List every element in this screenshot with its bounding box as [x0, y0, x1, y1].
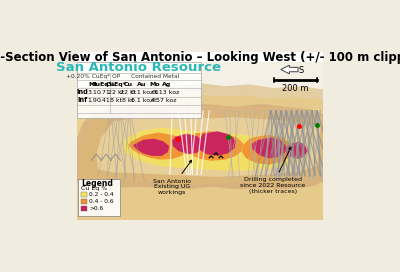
Text: Au: Au [137, 82, 147, 87]
Bar [77, 52, 323, 61]
Polygon shape [186, 131, 243, 161]
Bar [81, 199, 87, 204]
Text: Long-Section View of San Antonio – Looking West (+/- 100 m clipping): Long-Section View of San Antonio – Looki… [0, 51, 400, 64]
Text: 4t: 4t [151, 98, 158, 103]
Text: 0.4 - 0.6: 0.4 - 0.6 [89, 199, 114, 204]
Text: 0.2 - 0.4: 0.2 - 0.4 [89, 192, 114, 197]
Text: 22 kt: 22 kt [120, 90, 136, 95]
Text: Ind: Ind [76, 89, 88, 95]
Polygon shape [123, 128, 304, 171]
Polygon shape [286, 142, 307, 159]
Text: +0.20% CuEq* OP: +0.20% CuEq* OP [66, 74, 120, 79]
Text: Cu: Cu [124, 82, 133, 87]
Polygon shape [96, 116, 320, 177]
Polygon shape [172, 134, 203, 154]
Text: >0.6: >0.6 [89, 206, 103, 211]
Polygon shape [198, 131, 236, 156]
Text: 8 kt: 8 kt [110, 98, 122, 103]
Text: San Antonio
Existing UG
workings: San Antonio Existing UG workings [153, 160, 192, 195]
Text: San Antonio Resource: San Antonio Resource [56, 61, 222, 74]
Bar [81, 206, 87, 211]
Text: 113 koz: 113 koz [154, 90, 179, 95]
Text: Contained Metal: Contained Metal [132, 74, 180, 79]
Polygon shape [128, 132, 189, 160]
Bar [77, 61, 201, 118]
Polygon shape [77, 103, 323, 189]
Text: Mo: Mo [149, 82, 160, 87]
Text: 1.9: 1.9 [88, 98, 98, 103]
Text: 0.41: 0.41 [97, 98, 111, 103]
Polygon shape [77, 94, 323, 220]
Polygon shape [80, 112, 323, 185]
Text: Drilling completed
since 2022 Resource
(thicker traces): Drilling completed since 2022 Resource (… [240, 147, 305, 194]
Bar [81, 192, 87, 197]
Text: Ag: Ag [162, 82, 171, 87]
Text: CuEq%: CuEq% [92, 82, 116, 87]
Polygon shape [133, 139, 169, 156]
Text: 0.71: 0.71 [97, 90, 111, 95]
Text: 57 koz: 57 koz [156, 98, 177, 103]
Bar [78, 179, 120, 216]
Polygon shape [281, 65, 298, 74]
Text: 6t: 6t [151, 90, 158, 95]
Text: CuEq*: CuEq* [106, 82, 126, 87]
Text: Cu Eq %: Cu Eq % [81, 186, 107, 191]
Text: S: S [298, 66, 304, 75]
Text: 0.1 koz: 0.1 koz [131, 98, 153, 103]
Text: Legend: Legend [81, 178, 113, 188]
Text: 200 m: 200 m [282, 84, 309, 93]
Polygon shape [242, 135, 294, 165]
Text: Mt: Mt [88, 82, 97, 87]
Polygon shape [77, 82, 323, 220]
Text: 8 kt: 8 kt [122, 98, 134, 103]
Polygon shape [77, 105, 323, 185]
Text: 22 kt: 22 kt [108, 90, 124, 95]
Text: 3.1: 3.1 [88, 90, 98, 95]
Polygon shape [252, 137, 286, 158]
Text: Inf: Inf [77, 97, 87, 103]
Text: 0.1 koz: 0.1 koz [131, 90, 153, 95]
